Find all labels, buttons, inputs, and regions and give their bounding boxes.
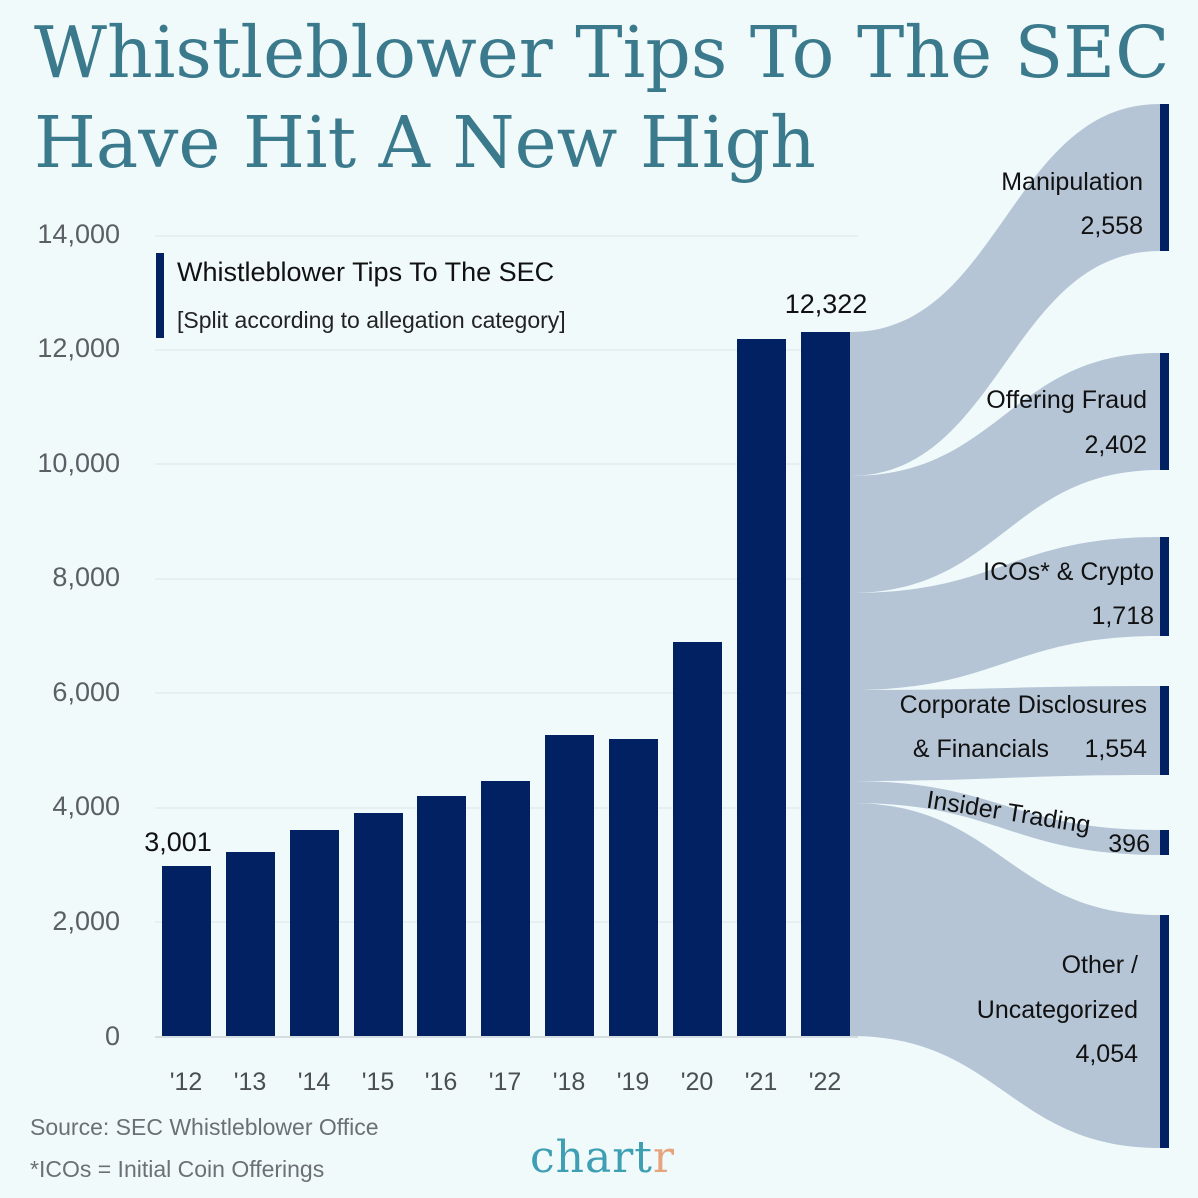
flow-corporate [850,686,1160,781]
x-tick-2015: '15 [362,1068,395,1096]
value-other: 4,054 [1075,1040,1138,1068]
y-tick-8000: 8,000 [52,562,120,592]
title-line-1: Whistleblower Tips To The SEC [34,11,1170,94]
x-tick-2012: '12 [170,1068,203,1096]
label-corporate-line1: Corporate Disclosures [900,691,1147,719]
bar-2019 [609,739,658,1036]
label-icos-crypto: ICOs* & Crypto [983,558,1154,586]
flow-offering-fraud [850,353,1160,593]
label-other-line2: Uncategorized [977,996,1138,1024]
title-line-2: Have Hit A New High [34,101,816,184]
bar-label-2022: 12,322 [785,289,868,319]
sankey-nodes [1160,104,1169,1148]
node-labels: Manipulation 2,558 Offering Fraud 2,402 … [900,168,1154,1068]
bar-2017 [481,781,530,1036]
x-tick-2022: '22 [809,1068,842,1096]
y-tick-4000: 4,000 [52,791,120,821]
label-manipulation: Manipulation [1001,168,1143,196]
x-tick-2017: '17 [489,1068,522,1096]
x-tick-2018: '18 [553,1068,586,1096]
x-tick-2013: '13 [234,1068,267,1096]
node-insider-trading [1160,830,1169,855]
page-title: Whistleblower Tips To The SEC Have Hit A… [34,8,1169,188]
x-tick-2020: '20 [681,1068,714,1096]
bar-label-2012: 3,001 [144,827,212,857]
label-offering-fraud: Offering Fraud [986,386,1147,414]
bar-2016 [417,796,466,1036]
bar-2015 [354,813,403,1036]
legend-subtitle: [Split according to allegation category] [177,307,566,333]
value-icos-crypto: 1,718 [1091,602,1154,630]
y-tick-10000: 10,000 [37,448,120,478]
bar-2018 [545,735,594,1036]
node-icos-crypto [1160,537,1169,636]
x-tick-2019: '19 [617,1068,650,1096]
y-axis: 14,000 12,000 10,000 8,000 6,000 4,000 2… [37,219,120,1051]
value-offering-fraud: 2,402 [1084,431,1147,459]
brand-main: chart [530,1132,653,1183]
legend-title: Whistleblower Tips To The SEC [177,257,554,287]
y-tick-2000: 2,000 [52,906,120,936]
brand-logo: chartr [530,1132,675,1183]
x-tick-2014: '14 [298,1068,331,1096]
footnote: *ICOs = Initial Coin Offerings [30,1156,325,1182]
flow-manipulation [850,104,1160,476]
bars [162,332,850,1036]
node-other [1160,915,1169,1148]
flow-insider-trading [850,781,1160,855]
bar-2021 [737,339,786,1036]
value-corporate: 1,554 [1084,735,1147,763]
bar-2013 [226,852,275,1036]
bar-2020 [673,642,722,1036]
node-offering-fraud [1160,353,1169,470]
x-axis: '12 '13 '14 '15 '16 '17 '18 '19 '20 '21 … [170,1068,842,1096]
source-note: Source: SEC Whistleblower Office [30,1114,379,1140]
node-corporate [1160,686,1169,775]
brand-accent: r [652,1132,675,1183]
y-tick-12000: 12,000 [37,333,120,363]
value-insider-trading: 396 [1108,830,1150,858]
y-tick-14000: 14,000 [37,219,120,249]
legend: Whistleblower Tips To The SEC [Split acc… [156,253,566,338]
label-other-line1: Other / [1062,951,1138,979]
sankey-flows [850,104,1160,1148]
legend-marker [156,253,164,338]
bar-2022 [801,332,850,1036]
value-manipulation: 2,558 [1080,212,1143,240]
x-tick-2021: '21 [745,1068,778,1096]
x-tick-2016: '16 [425,1068,458,1096]
y-tick-0: 0 [105,1021,120,1051]
node-manipulation [1160,104,1169,251]
y-tick-6000: 6,000 [52,677,120,707]
flow-other [850,803,1160,1148]
bar-2012 [162,866,211,1036]
label-corporate-line2: & Financials [913,735,1049,763]
bar-2014 [290,830,339,1036]
flow-icos-crypto [850,537,1160,690]
